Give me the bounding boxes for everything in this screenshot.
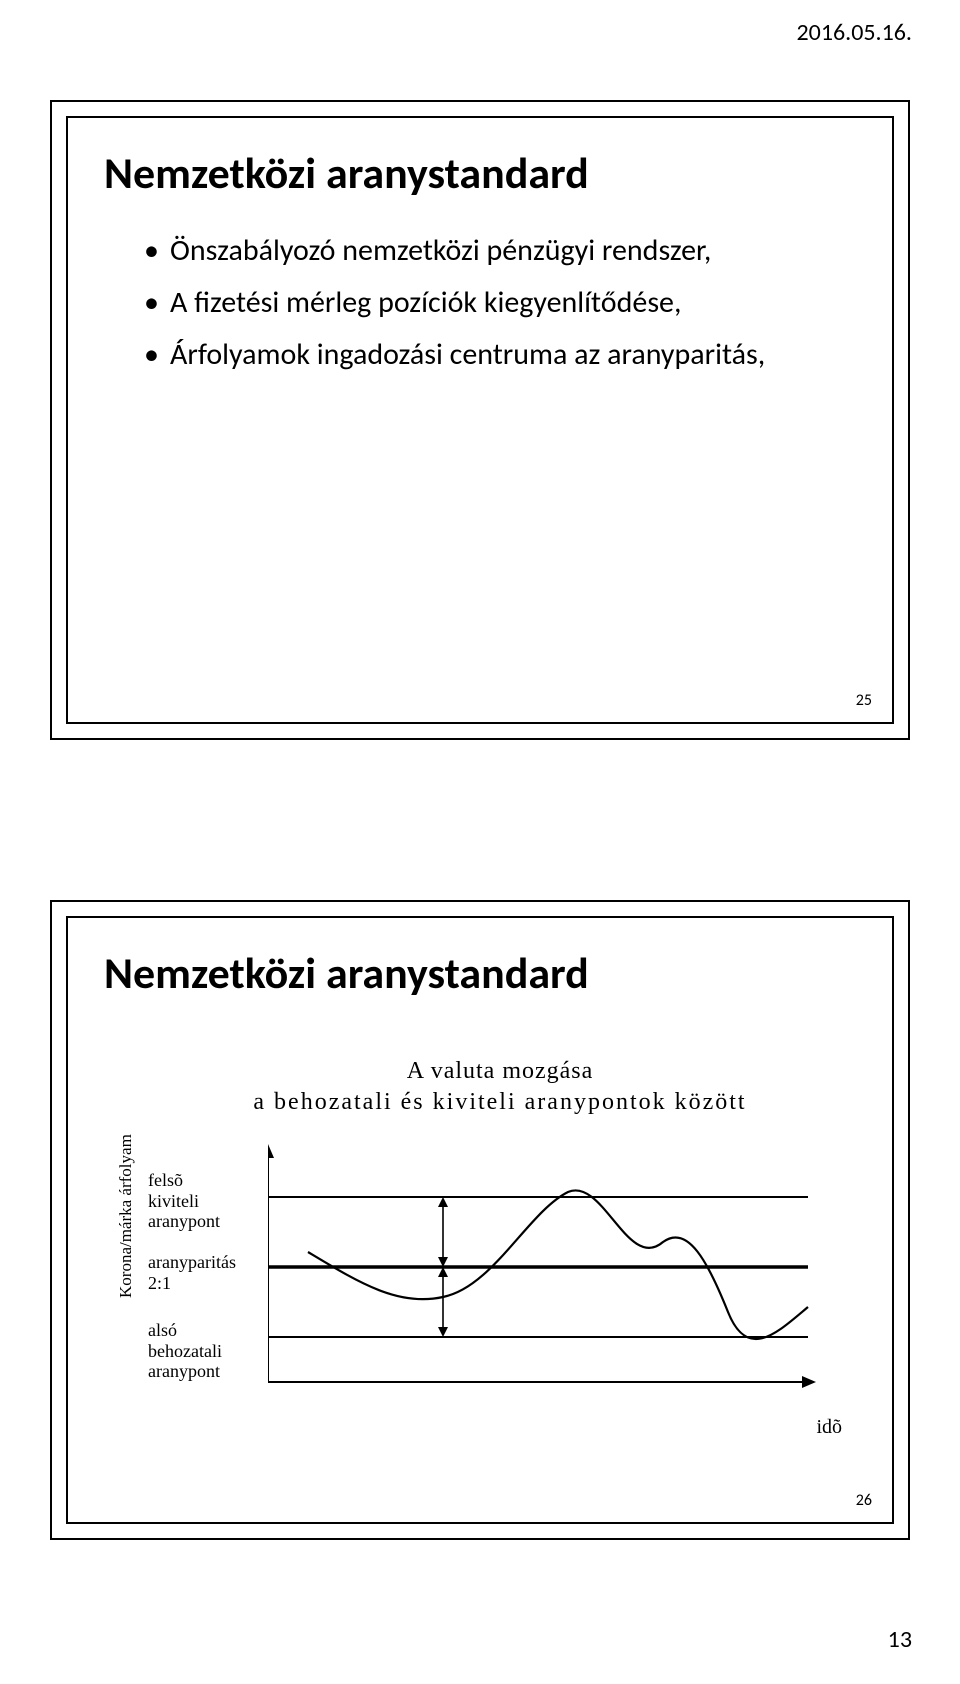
slide-2-number: 26 bbox=[856, 1491, 872, 1510]
slide-2-title: Nemzetközi aranystandard bbox=[104, 946, 892, 1000]
slide-1: Nemzetközi aranystandard Önszabályozó ne… bbox=[50, 100, 910, 740]
upper-band-label-l2: kiviteli bbox=[148, 1191, 220, 1212]
lower-band-label: alsó behozatali aranypont bbox=[148, 1320, 222, 1382]
chart-title-line2: a behozatali és kiviteli aranypontok köz… bbox=[148, 1089, 852, 1116]
parity-label: aranyparitás 2:1 bbox=[148, 1252, 236, 1293]
upper-band-label: felsõ kiviteli aranypont bbox=[148, 1170, 220, 1232]
chart: A valuta mozgása a behozatali és kivitel… bbox=[148, 1058, 852, 1462]
chart-title-line1: A valuta mozgása bbox=[148, 1058, 852, 1085]
upper-band-label-l1: felsõ bbox=[148, 1170, 220, 1191]
chart-xlabel: idõ bbox=[268, 1416, 852, 1439]
parity-label-l2: 2:1 bbox=[148, 1273, 236, 1294]
bullet-item: A fizetési mérleg pozíciók kiegyenlítődé… bbox=[144, 282, 856, 324]
dimension-arrow-icon bbox=[438, 1197, 448, 1207]
upper-band-label-l3: aranypont bbox=[148, 1211, 220, 1232]
slide-2: Nemzetközi aranystandard A valuta mozgás… bbox=[50, 900, 910, 1540]
slide-1-number: 25 bbox=[856, 691, 872, 710]
slide-2-inner: Nemzetközi aranystandard A valuta mozgás… bbox=[66, 916, 894, 1524]
bullet-item: Árfolyamok ingadozási centruma az aranyp… bbox=[144, 334, 856, 376]
header-date: 2016.05.16. bbox=[797, 18, 913, 47]
x-axis-arrow-icon bbox=[802, 1376, 816, 1388]
lower-band-label-l2: behozatali bbox=[148, 1341, 222, 1362]
y-axis-arrow-icon bbox=[268, 1144, 274, 1158]
chart-ylabel: Korona/márka árfolyam bbox=[116, 1134, 136, 1298]
slide-1-title: Nemzetközi aranystandard bbox=[104, 146, 892, 200]
dimension-arrow-icon bbox=[438, 1327, 448, 1337]
lower-band-label-l1: alsó bbox=[148, 1320, 222, 1341]
chart-svg bbox=[268, 1132, 828, 1412]
lower-band-label-l3: aranypont bbox=[148, 1361, 222, 1382]
page: 2016.05.16. Nemzetközi aranystandard Öns… bbox=[0, 0, 960, 1684]
bullet-item: Önszabályozó nemzetközi pénzügyi rendsze… bbox=[144, 230, 856, 272]
page-number: 13 bbox=[888, 1625, 912, 1654]
slide-1-bullets: Önszabályozó nemzetközi pénzügyi rendsze… bbox=[104, 230, 856, 376]
parity-label-l1: aranyparitás bbox=[148, 1252, 236, 1273]
exchange-rate-wave bbox=[308, 1190, 808, 1339]
slide-1-inner: Nemzetközi aranystandard Önszabályozó ne… bbox=[66, 116, 894, 724]
